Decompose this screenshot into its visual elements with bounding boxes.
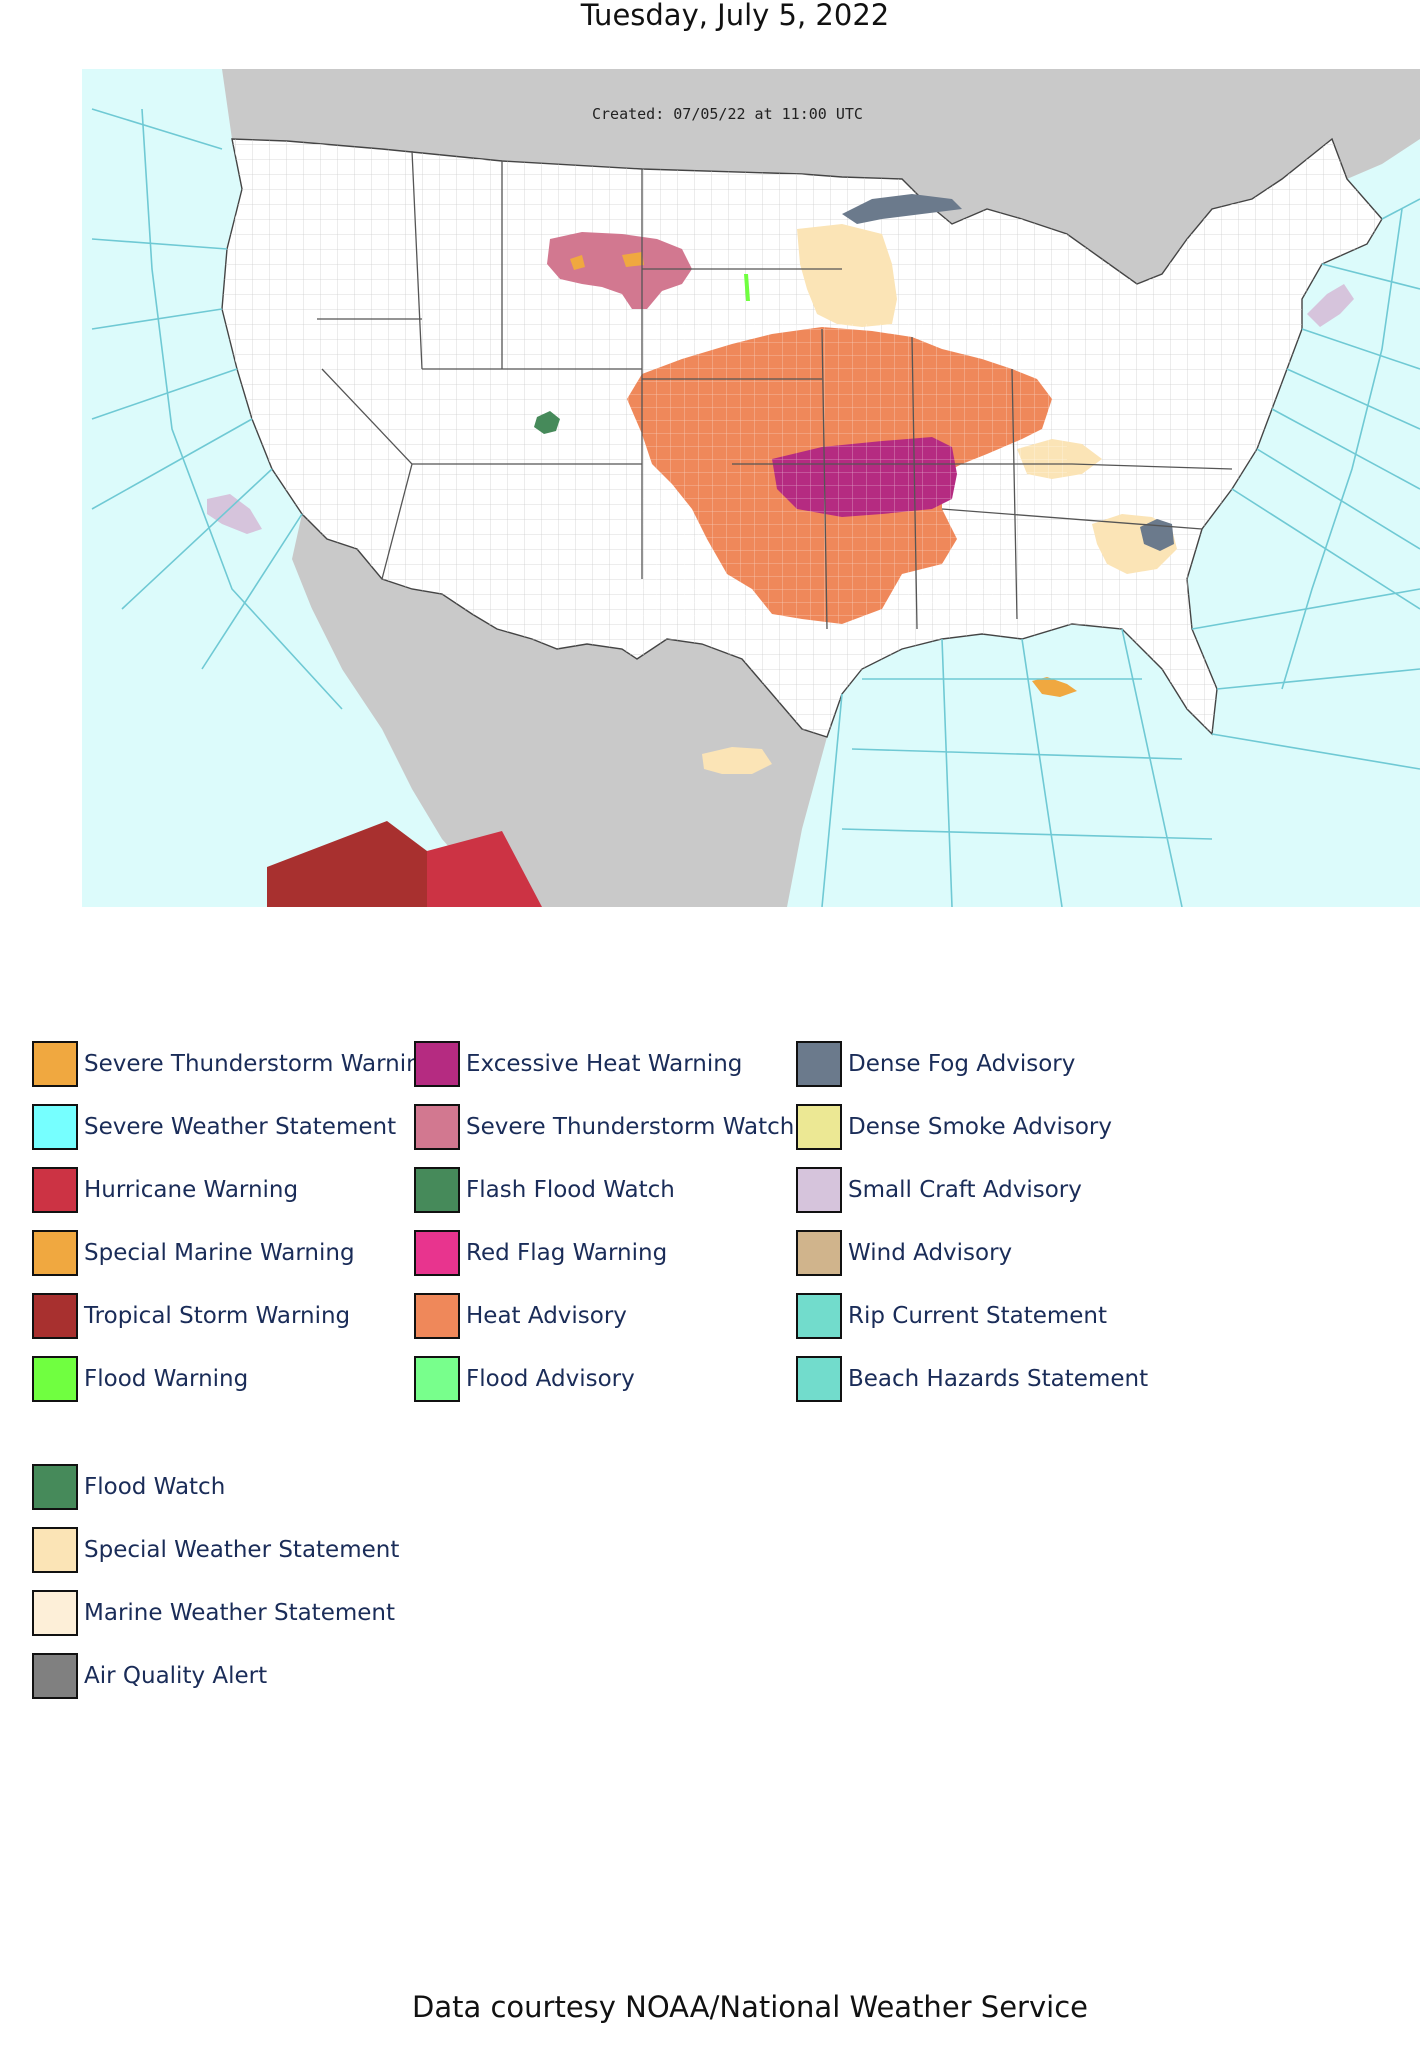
legend-swatch <box>796 1041 842 1087</box>
legend-item-rip-current-statement: Rip Current Statement <box>796 1292 1107 1340</box>
legend-swatch <box>32 1041 78 1087</box>
data-credit: Data courtesy NOAA/National Weather Serv… <box>412 1990 1088 2024</box>
legend-item-beach-hazards-statement: Beach Hazards Statement <box>796 1355 1148 1403</box>
legend-item-flood-warning: Flood Warning <box>32 1355 248 1403</box>
legend-label: Flood Watch <box>84 1474 226 1500</box>
legend-item-severe-weather-statement: Severe Weather Statement <box>32 1103 396 1151</box>
legend-swatch <box>796 1104 842 1150</box>
legend-label: Excessive Heat Warning <box>466 1051 743 1077</box>
us-alert-map-graphic: Created: 07/05/22 at 11:00 UTC <box>82 69 1420 907</box>
special-marine-warning-area <box>1032 677 1077 697</box>
tropical-storm-warning-pacific <box>267 821 427 907</box>
legend-swatch <box>796 1167 842 1213</box>
mexico-land <box>292 514 827 907</box>
legend-swatch <box>32 1653 78 1699</box>
severe-thunderstorm-warning-area-2 <box>622 252 644 267</box>
weather-alert-map: Created: 07/05/22 at 11:00 UTC <box>82 69 1420 907</box>
legend-label: Marine Weather Statement <box>84 1600 396 1626</box>
legend-label: Dense Smoke Advisory <box>848 1114 1112 1140</box>
legend-item-dense-fog-advisory: Dense Fog Advisory <box>796 1040 1075 1088</box>
legend-swatch <box>414 1104 460 1150</box>
legend-item-tropical-storm-warning: Tropical Storm Warning <box>32 1292 350 1340</box>
legend-item-special-weather-statement: Special Weather Statement <box>32 1526 399 1574</box>
legend-swatch <box>414 1041 460 1087</box>
severe-thunderstorm-warning-area <box>570 255 585 270</box>
state-boundaries <box>317 150 1233 630</box>
legend-swatch <box>32 1104 78 1150</box>
legend-swatch <box>796 1293 842 1339</box>
legend-label: Special Marine Warning <box>84 1240 355 1266</box>
special-weather-statement-texas <box>702 747 772 774</box>
canada-land <box>222 69 1420 284</box>
legend-item-red-flag-warning: Red Flag Warning <box>414 1229 667 1277</box>
legend-label: Severe Weather Statement <box>84 1114 397 1140</box>
legend-item-small-craft-advisory: Small Craft Advisory <box>796 1166 1082 1214</box>
legend-swatch <box>32 1590 78 1636</box>
dense-fog-advisory-carolina <box>1140 519 1174 551</box>
legend-item-flood-advisory: Flood Advisory <box>414 1355 635 1403</box>
legend-label: Wind Advisory <box>848 1240 1013 1266</box>
legend-label: Dense Fog Advisory <box>848 1051 1076 1077</box>
legend-swatch <box>32 1356 78 1402</box>
legend-label: Severe Thunderstorm Warning <box>84 1051 436 1077</box>
legend-swatch <box>32 1527 78 1573</box>
legend-item-dense-smoke-advisory: Dense Smoke Advisory <box>796 1103 1112 1151</box>
legend-label: Special Weather Statement <box>84 1537 400 1563</box>
legend-item-heat-advisory: Heat Advisory <box>414 1292 627 1340</box>
baja-peninsula <box>287 569 432 869</box>
legend-label: Heat Advisory <box>466 1303 627 1329</box>
severe-thunderstorm-watch-area <box>547 232 692 309</box>
dense-fog-advisory-lake-superior <box>842 194 962 224</box>
legend-label: Flood Warning <box>84 1366 249 1392</box>
legend-label: Flood Advisory <box>466 1366 635 1392</box>
legend-item-severe-thunderstorm-warning: Severe Thunderstorm Warning <box>32 1040 435 1088</box>
flash-flood-watch-colorado <box>534 411 560 434</box>
legend-item-hurricane-warning: Hurricane Warning <box>32 1166 298 1214</box>
map-created-stamp: Created: 07/05/22 at 11:00 UTC <box>592 105 863 123</box>
hurricane-warning-pacific <box>427 831 542 907</box>
legend-swatch <box>796 1356 842 1402</box>
legend-swatch <box>32 1293 78 1339</box>
legend-label: Red Flag Warning <box>466 1240 668 1266</box>
coastal-marine-zones <box>91 108 1420 907</box>
legend-swatch <box>414 1230 460 1276</box>
legend-item-severe-thunderstorm-watch: Severe Thunderstorm Watch <box>414 1103 794 1151</box>
special-weather-statement-wisconsin <box>797 224 897 327</box>
legend-swatch <box>414 1167 460 1213</box>
legend-label: Severe Thunderstorm Watch <box>466 1114 795 1140</box>
legend-label: Air Quality Alert <box>84 1663 268 1689</box>
legend-item-flash-flood-watch: Flash Flood Watch <box>414 1166 675 1214</box>
legend-item-wind-advisory: Wind Advisory <box>796 1229 1012 1277</box>
legend-swatch <box>32 1230 78 1276</box>
legend-swatch <box>796 1230 842 1276</box>
legend-swatch <box>414 1356 460 1402</box>
legend-item-marine-weather-statement: Marine Weather Statement <box>32 1589 395 1637</box>
legend-item-flood-watch: Flood Watch <box>32 1463 225 1511</box>
legend-label: Rip Current Statement <box>848 1303 1108 1329</box>
small-craft-advisory-california <box>207 494 262 534</box>
legend-item-air-quality-alert: Air Quality Alert <box>32 1652 267 1700</box>
legend-swatch <box>414 1293 460 1339</box>
alert-legend: Severe Thunderstorm Warning Severe Weathe… <box>32 1040 1232 1760</box>
flood-advisory-dakota <box>744 274 750 301</box>
alert-county-lines <box>627 324 1067 624</box>
legend-label: Beach Hazards Statement <box>848 1366 1149 1392</box>
map-date-title: Tuesday, July 5, 2022 <box>580 0 890 32</box>
legend-label: Hurricane Warning <box>84 1177 299 1203</box>
legend-item-excessive-heat-warning: Excessive Heat Warning <box>414 1040 742 1088</box>
legend-swatch <box>32 1167 78 1213</box>
legend-label: Tropical Storm Warning <box>84 1303 351 1329</box>
small-craft-advisory-new-england <box>1307 284 1354 327</box>
legend-swatch <box>32 1464 78 1510</box>
legend-label: Flash Flood Watch <box>466 1177 675 1203</box>
legend-label: Small Craft Advisory <box>848 1177 1082 1203</box>
legend-item-special-marine-warning: Special Marine Warning <box>32 1229 355 1277</box>
